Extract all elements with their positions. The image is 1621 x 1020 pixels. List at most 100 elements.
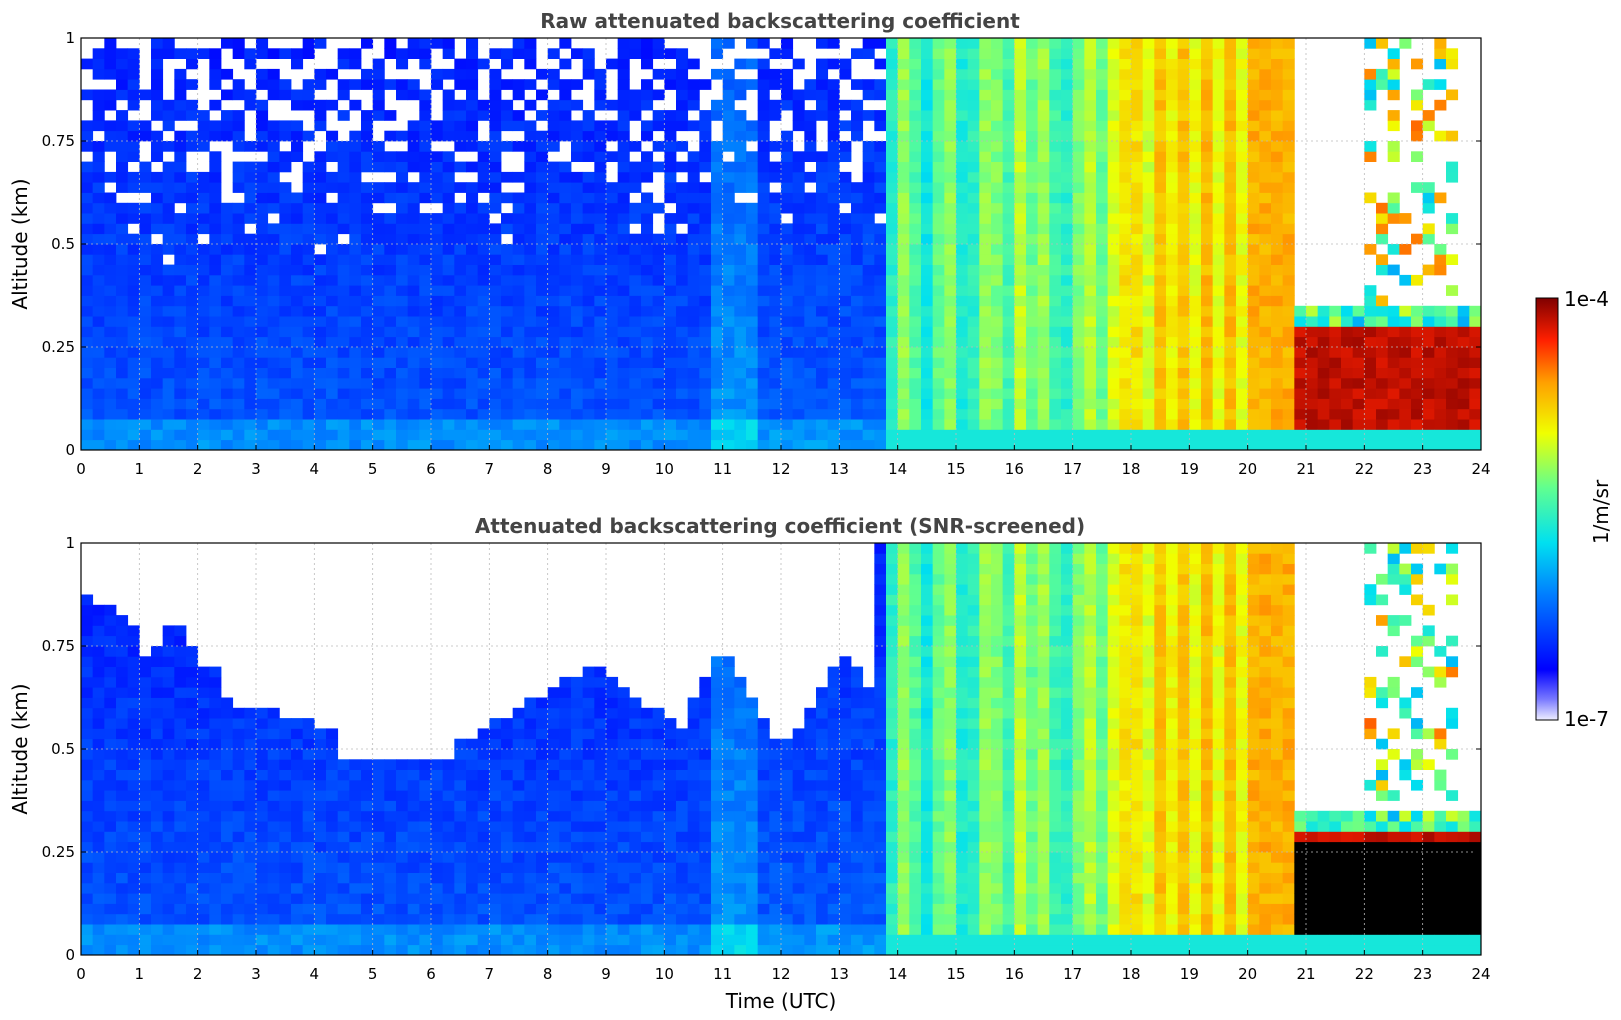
heatmap-cell bbox=[209, 99, 222, 111]
heatmap-cell bbox=[1352, 305, 1365, 317]
heatmap-cell bbox=[1387, 58, 1400, 70]
heatmap-cell bbox=[1294, 347, 1307, 358]
heatmap-cell bbox=[1072, 295, 1085, 307]
heatmap-cell bbox=[1224, 264, 1237, 276]
heatmap-cell bbox=[232, 223, 245, 235]
x-tick-label: 4 bbox=[310, 460, 320, 478]
heatmap-cell bbox=[267, 264, 280, 276]
heatmap-cell bbox=[209, 48, 222, 59]
heatmap-cell bbox=[816, 316, 829, 327]
heatmap-cell bbox=[81, 161, 94, 173]
heatmap-cell bbox=[1457, 398, 1470, 410]
heatmap-cell bbox=[256, 367, 269, 379]
heatmap-cell bbox=[1282, 130, 1295, 142]
heatmap-cell bbox=[81, 130, 94, 142]
heatmap-cell bbox=[932, 367, 945, 379]
heatmap-cell bbox=[886, 79, 899, 90]
heatmap-cell bbox=[127, 944, 140, 956]
heatmap-cell bbox=[454, 161, 467, 173]
heatmap-cell bbox=[1061, 254, 1074, 265]
heatmap-cell bbox=[396, 182, 409, 193]
heatmap-cell bbox=[1166, 233, 1179, 245]
heatmap-cell bbox=[1002, 68, 1015, 80]
heatmap-cell bbox=[827, 439, 840, 451]
heatmap-cell bbox=[1072, 130, 1085, 142]
heatmap-cell bbox=[431, 944, 444, 956]
heatmap-cell bbox=[1259, 316, 1272, 327]
heatmap-cell bbox=[769, 213, 782, 224]
heatmap-cell bbox=[559, 130, 572, 142]
heatmap-cell bbox=[431, 254, 444, 265]
heatmap-cell bbox=[816, 388, 829, 399]
heatmap-cell bbox=[1072, 316, 1085, 327]
heatmap-cell bbox=[746, 285, 759, 296]
heatmap-cell bbox=[1014, 408, 1027, 420]
heatmap-cell bbox=[372, 151, 385, 162]
heatmap-cell bbox=[676, 110, 689, 121]
heatmap-cell bbox=[454, 254, 467, 265]
heatmap-cell bbox=[839, 316, 852, 327]
heatmap-cell bbox=[1212, 326, 1225, 338]
heatmap-cell bbox=[1271, 357, 1284, 368]
heatmap-cell bbox=[1247, 285, 1260, 296]
heatmap-cell bbox=[92, 707, 105, 719]
heatmap-cell bbox=[781, 233, 794, 245]
heatmap-cell bbox=[384, 326, 397, 338]
heatmap-cell bbox=[244, 821, 257, 832]
heatmap-cell bbox=[874, 38, 887, 49]
heatmap-cell bbox=[127, 254, 140, 265]
heatmap-cell bbox=[1037, 99, 1050, 111]
heatmap-cell bbox=[722, 357, 735, 368]
heatmap-cell bbox=[722, 223, 735, 235]
heatmap-cell bbox=[909, 398, 922, 410]
heatmap-cell bbox=[221, 872, 234, 884]
heatmap-cell bbox=[151, 285, 164, 296]
heatmap-cell bbox=[314, 790, 327, 801]
heatmap-cell bbox=[419, 130, 432, 142]
heatmap-cell bbox=[921, 347, 934, 358]
heatmap-cell bbox=[606, 223, 619, 235]
heatmap-cell bbox=[256, 305, 269, 317]
heatmap-cell bbox=[419, 305, 432, 317]
heatmap-cell bbox=[139, 841, 152, 853]
heatmap-cell bbox=[291, 934, 304, 946]
heatmap-cell bbox=[746, 419, 759, 430]
heatmap-cell bbox=[489, 419, 502, 430]
heatmap-cell bbox=[162, 790, 175, 801]
heatmap-cell bbox=[851, 377, 864, 389]
heatmap-cell bbox=[1072, 233, 1085, 245]
y-tick-label: 1 bbox=[65, 29, 75, 47]
heatmap-cell bbox=[886, 244, 899, 255]
heatmap-cell bbox=[337, 934, 350, 946]
heatmap-cell bbox=[559, 357, 572, 368]
heatmap-cell bbox=[1247, 151, 1260, 162]
heatmap-cell bbox=[419, 326, 432, 338]
heatmap-cell bbox=[652, 326, 665, 338]
heatmap-cell bbox=[722, 439, 735, 451]
heatmap-cell bbox=[1119, 223, 1132, 235]
heatmap-cell bbox=[1002, 79, 1015, 90]
heatmap-cell bbox=[991, 130, 1004, 142]
heatmap-cell bbox=[606, 305, 619, 317]
heatmap-cell bbox=[396, 336, 409, 348]
heatmap-cell bbox=[197, 254, 210, 265]
heatmap-cell bbox=[559, 182, 572, 193]
heatmap-cell bbox=[886, 264, 899, 276]
heatmap-cell bbox=[302, 903, 315, 915]
heatmap-cell bbox=[139, 676, 152, 688]
heatmap-cell bbox=[162, 738, 175, 750]
heatmap-cell bbox=[92, 429, 105, 441]
heatmap-cell bbox=[81, 439, 94, 451]
heatmap-cell bbox=[372, 810, 385, 822]
heatmap-cell bbox=[781, 357, 794, 368]
heatmap-cell bbox=[722, 254, 735, 265]
heatmap-cell bbox=[967, 79, 980, 90]
heatmap-cell bbox=[1014, 316, 1027, 327]
heatmap-cell bbox=[384, 110, 397, 121]
heatmap-cell bbox=[827, 419, 840, 430]
heatmap-cell bbox=[1399, 244, 1412, 255]
heatmap-cell bbox=[279, 749, 292, 760]
heatmap-cell bbox=[174, 295, 187, 307]
heatmap-cell bbox=[267, 800, 280, 812]
heatmap-cell bbox=[1282, 58, 1295, 70]
